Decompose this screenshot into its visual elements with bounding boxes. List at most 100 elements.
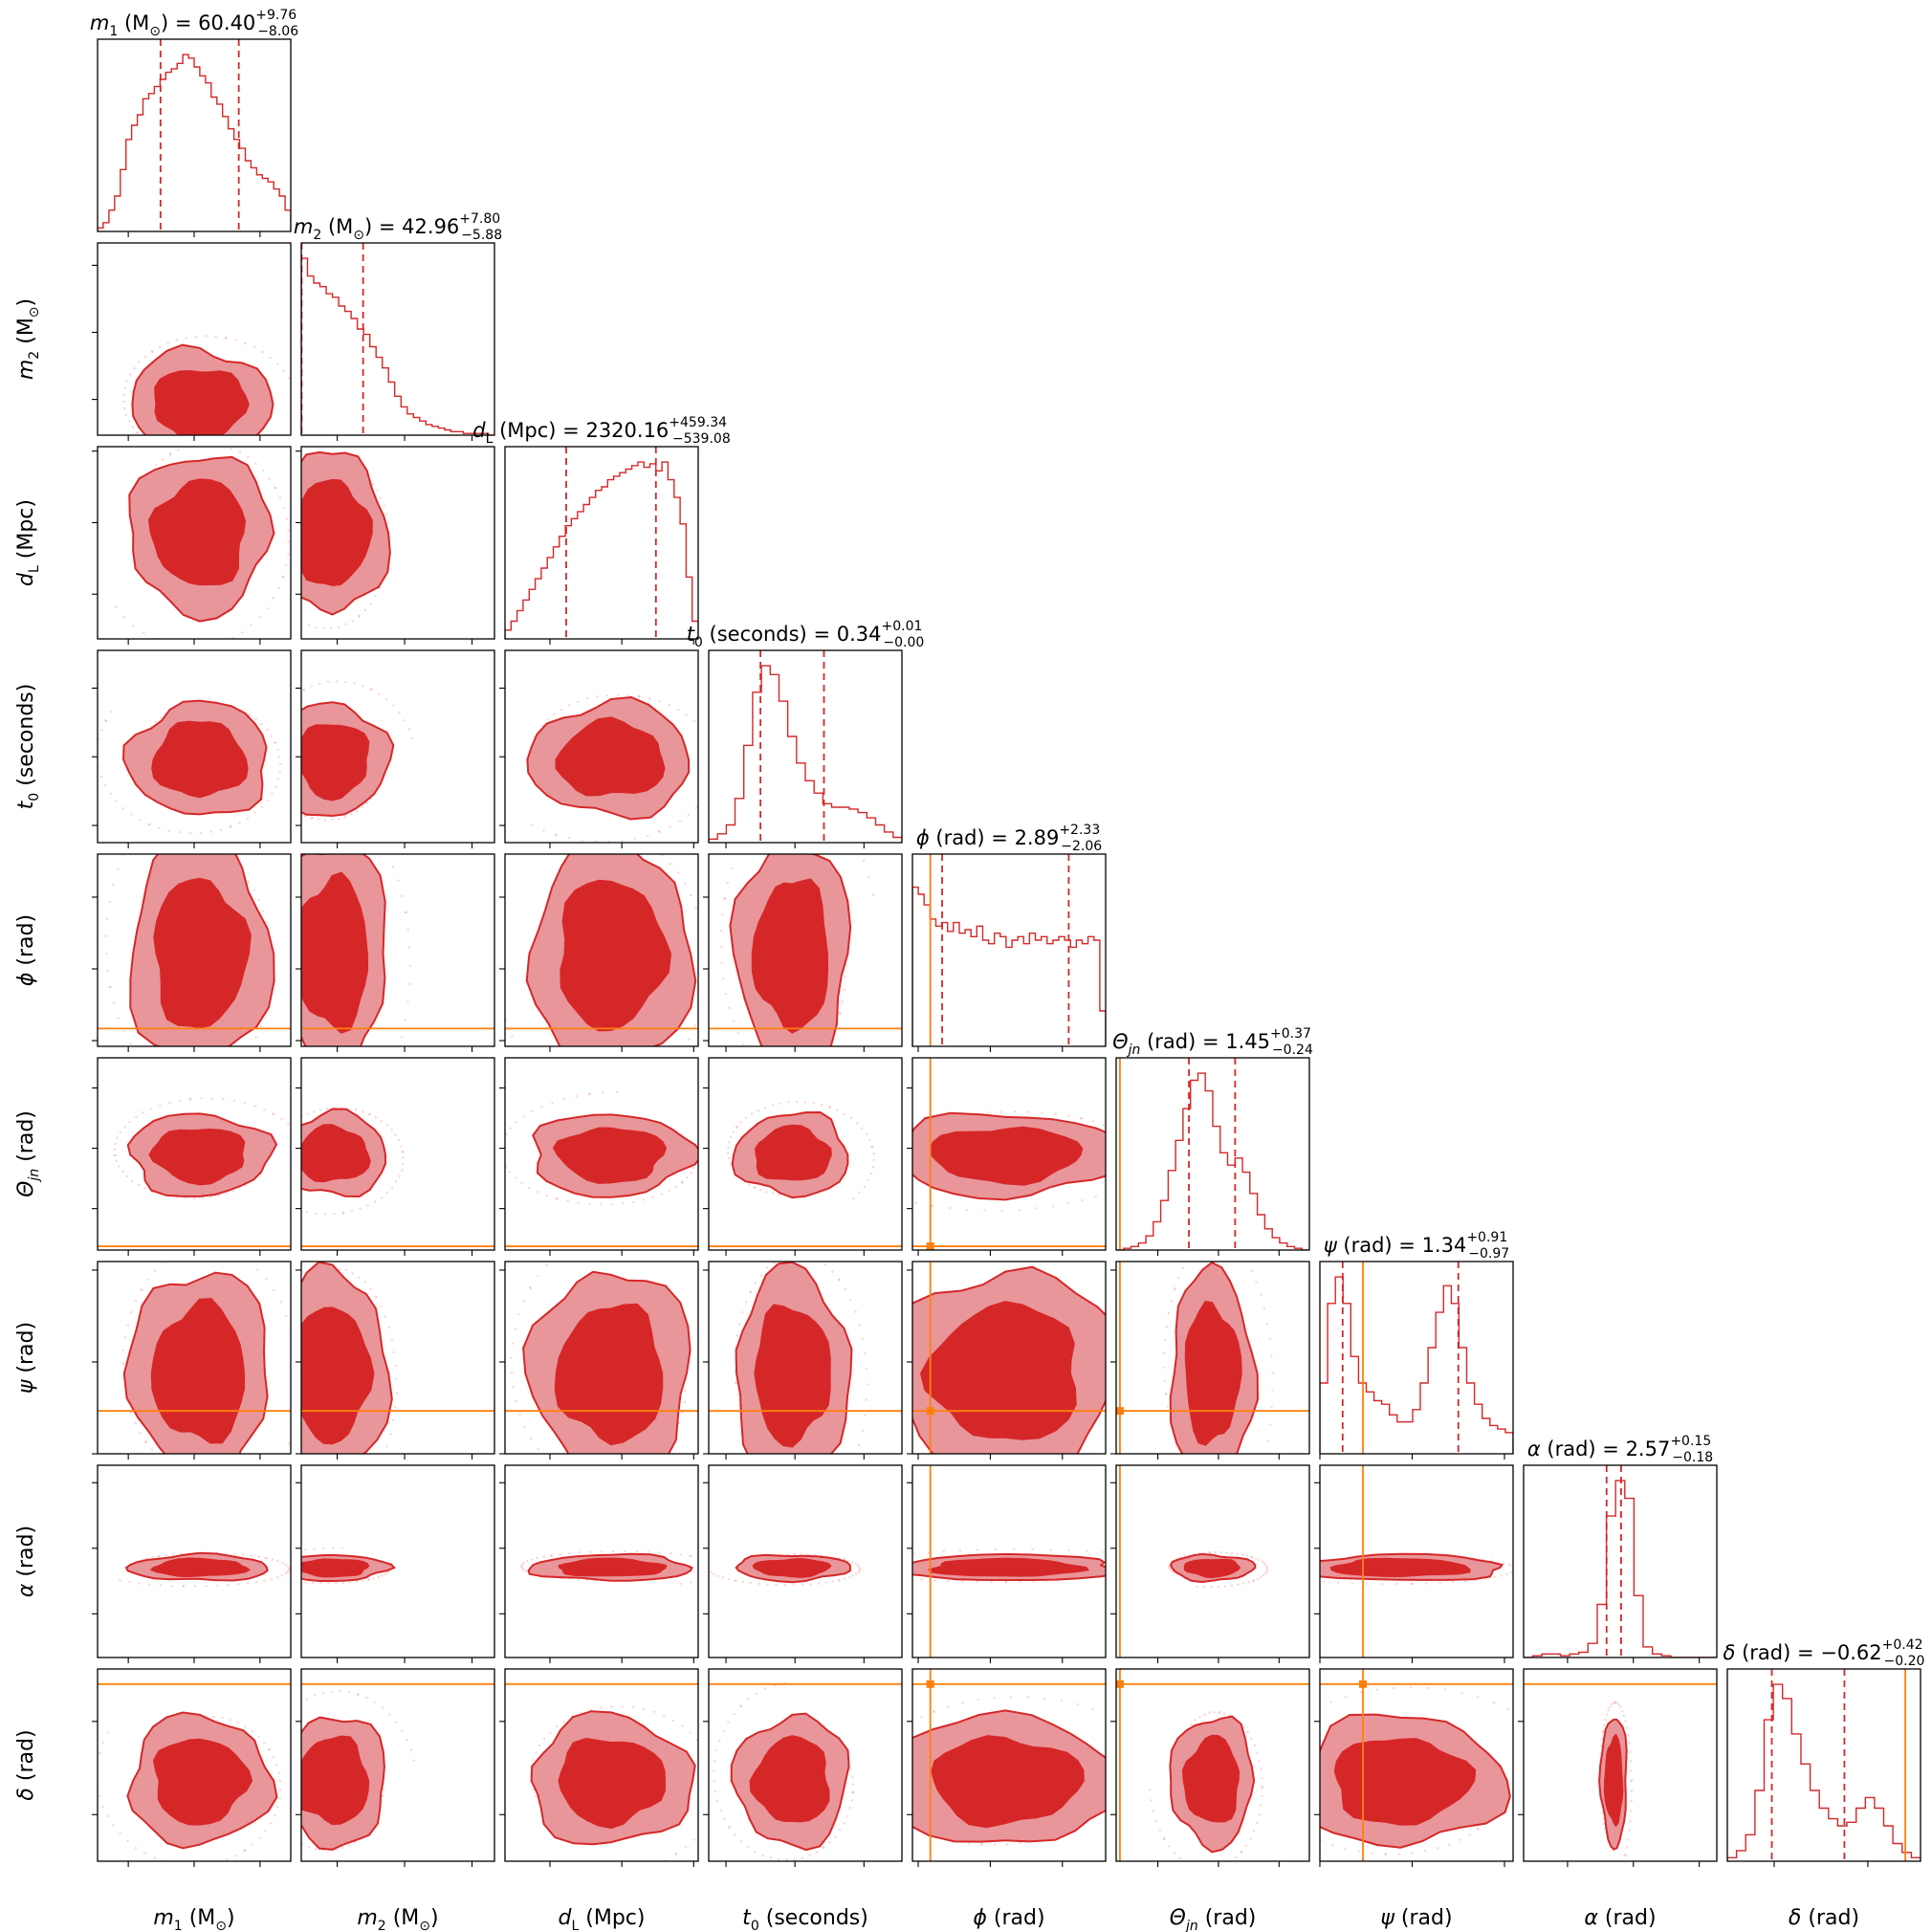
scatter-point — [254, 462, 257, 465]
scatter-point — [1127, 1383, 1129, 1385]
scatter-point — [157, 1554, 160, 1558]
scatter-point — [1266, 1439, 1270, 1443]
scatter-point — [1127, 1396, 1129, 1398]
scatter-point — [842, 1483, 844, 1485]
param-symbol: Θ — [1170, 1906, 1186, 1930]
scatter-point — [994, 1548, 998, 1551]
x-axis-label-phi: ϕ (rad) — [973, 1906, 1044, 1930]
scatter-point — [850, 1116, 853, 1120]
scatter-point — [385, 1124, 388, 1127]
scatter-point — [377, 1469, 379, 1471]
scatter-point — [287, 529, 290, 532]
scatter-point — [721, 1313, 723, 1315]
scatter-point — [867, 1570, 868, 1571]
scatter-point — [280, 1117, 283, 1121]
scatter-point — [290, 437, 292, 439]
spacer — [703, 623, 710, 646]
scatter-point — [1208, 1711, 1211, 1715]
scatter-point — [1426, 1686, 1430, 1690]
scatter-point — [1131, 1175, 1132, 1177]
scatter-point — [265, 764, 267, 766]
scatter-point — [715, 1800, 719, 1803]
density-panel-m1-theta — [98, 1097, 291, 1247]
scatter-point — [602, 1484, 604, 1486]
scatter-point — [253, 811, 256, 814]
contour-inner — [1184, 1301, 1242, 1446]
y-axis-label-delta: δ (rad) — [14, 1729, 38, 1800]
scatter-point — [755, 1061, 757, 1063]
param-subscript: jn — [27, 1169, 42, 1183]
scatter-point — [1203, 1713, 1206, 1717]
density-panel-theta-delta — [1116, 1669, 1309, 1869]
scatter-point — [723, 1817, 726, 1821]
contour-inner — [1183, 1558, 1241, 1579]
scatter-point — [544, 1458, 546, 1460]
scatter-point — [339, 1689, 342, 1693]
scatter-point — [1198, 1867, 1200, 1869]
scatter-point — [287, 553, 290, 556]
scatter-point — [172, 1083, 174, 1085]
scatter-point — [699, 1830, 701, 1832]
title-minus-err: −8.06 — [257, 24, 298, 39]
scatter-point — [787, 1101, 790, 1104]
scatter-point — [519, 1565, 523, 1568]
scatter-point — [138, 1582, 141, 1585]
scatter-point — [861, 1303, 863, 1305]
scatter-point — [735, 1334, 738, 1337]
scatter-point — [1271, 1372, 1274, 1374]
panel-frame — [708, 1261, 903, 1455]
hist-step-m2 — [301, 257, 494, 435]
spacer — [14, 966, 38, 973]
density-panel-m2-phi — [301, 854, 494, 1055]
density-panel-m2-psi — [301, 1262, 494, 1471]
scatter-point — [241, 631, 244, 634]
scatter-point — [129, 1411, 132, 1415]
scatter-point — [231, 1190, 235, 1193]
scatter-point — [327, 1582, 330, 1585]
scatter-point — [262, 563, 264, 565]
scatter-point — [198, 454, 200, 456]
scatter-point — [222, 1097, 225, 1101]
scatter-point — [857, 1570, 860, 1574]
panel-frame — [300, 1057, 495, 1251]
scatter-point — [328, 413, 330, 415]
scatter-point — [396, 1053, 398, 1055]
scatter-point — [285, 517, 289, 520]
scatter-point — [933, 1710, 935, 1714]
scatter-point — [1091, 1707, 1094, 1711]
scatter-point — [395, 1392, 398, 1394]
scatter-point — [275, 1559, 279, 1563]
title-symbol: t — [687, 623, 695, 646]
scatter-point — [358, 615, 361, 618]
scatter-point — [971, 1498, 973, 1500]
scatter-point — [837, 1279, 841, 1282]
scatter-point — [1298, 1552, 1300, 1554]
contour-inner — [301, 724, 370, 801]
scatter-point — [843, 1577, 846, 1580]
scatter-point — [353, 682, 356, 685]
scatter-point — [341, 1846, 344, 1849]
scatter-point — [260, 805, 263, 808]
scatter-point — [961, 1580, 964, 1583]
scatter-point — [1265, 1322, 1269, 1326]
scatter-point — [292, 808, 294, 810]
scatter-point — [224, 337, 228, 340]
scatter-point — [605, 694, 609, 697]
scatter-point — [396, 1052, 398, 1054]
scatter-point — [848, 1299, 852, 1302]
scatter-point — [538, 1744, 541, 1747]
scatter-point — [162, 458, 165, 461]
title-plus-err: +0.91 — [1466, 1230, 1507, 1245]
scatter-point — [1164, 1338, 1167, 1342]
scatter-point — [1627, 1838, 1630, 1841]
scatter-point — [1250, 1555, 1253, 1559]
scatter-point — [369, 1287, 372, 1291]
scatter-point — [713, 1769, 715, 1773]
scatter-point — [188, 1097, 192, 1101]
density-panel-t0-delta — [709, 1681, 902, 1861]
scatter-point — [1604, 1718, 1607, 1722]
scatter-point — [801, 1583, 804, 1587]
scatter-point — [1258, 1760, 1261, 1763]
scatter-point — [306, 1112, 309, 1115]
scatter-point — [792, 1584, 796, 1587]
